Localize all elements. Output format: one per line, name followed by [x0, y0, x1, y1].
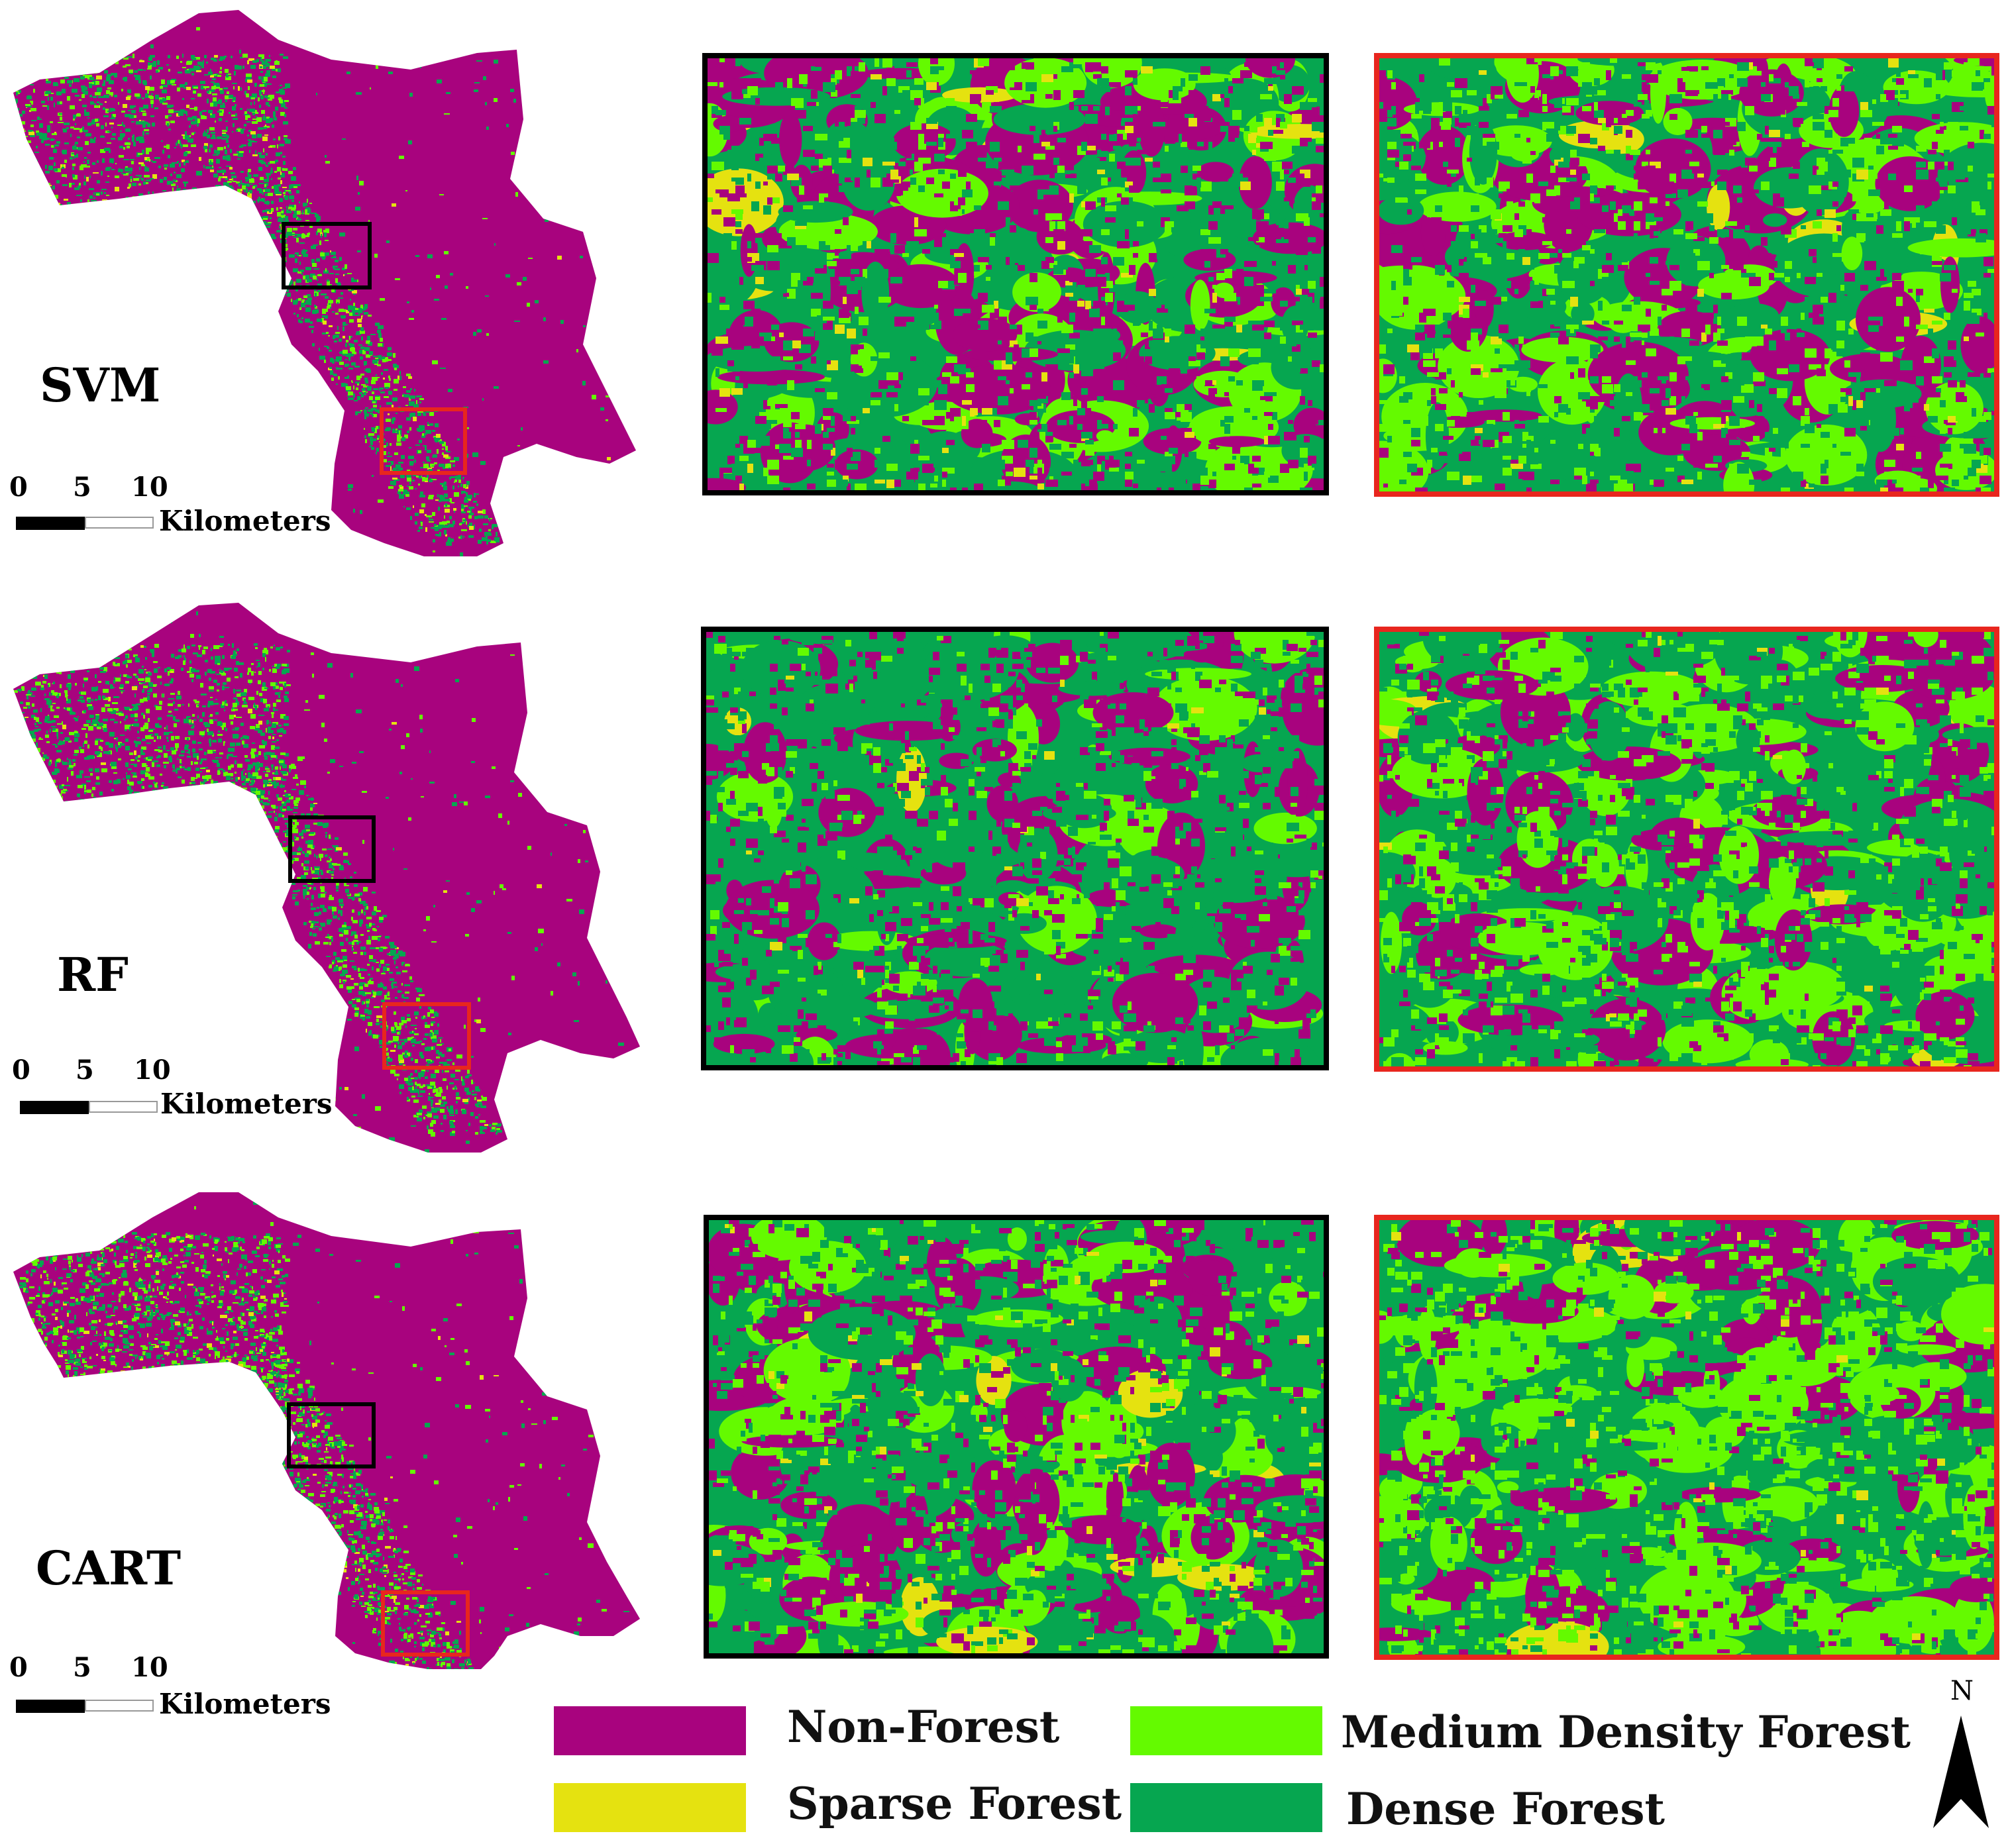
legend-swatch-sparse-forest — [554, 1783, 746, 1832]
black-extent-box — [282, 222, 372, 289]
map-row-svm: SVM 0 5 10 Kilometers — [0, 0, 2010, 583]
inset-map — [709, 1220, 1324, 1653]
north-label: N — [1950, 1676, 1974, 1706]
legend-label-sparse-forest: Sparse Forest — [787, 1778, 1122, 1829]
legend-swatch-dense-forest — [1130, 1783, 1322, 1832]
inset-red-rf — [1374, 627, 1999, 1072]
red-extent-box — [380, 407, 467, 475]
scale-tick-10: 10 — [131, 472, 168, 503]
scale-tick-5: 5 — [73, 1652, 91, 1683]
inset-red-cart — [1374, 1215, 1999, 1660]
scale-tick-10: 10 — [131, 1652, 168, 1683]
method-label: CART — [36, 1541, 182, 1596]
red-extent-box — [382, 1002, 471, 1070]
red-extent-box — [381, 1590, 470, 1657]
legend-label-medium-density-forest: Medium Density Forest — [1341, 1706, 1911, 1758]
study-area-map — [13, 603, 640, 1153]
legend-swatch-medium-density-forest — [1130, 1706, 1322, 1755]
inset-map — [706, 632, 1324, 1065]
method-label: RF — [57, 947, 129, 1002]
scale-tick-0: 0 — [12, 1054, 30, 1086]
scale-tick-0: 0 — [9, 1652, 28, 1683]
study-area-map — [13, 1192, 640, 1669]
legend-swatch-non-forest — [554, 1706, 746, 1755]
method-label: SVM — [40, 358, 161, 413]
inset-map — [708, 58, 1324, 490]
scale-tick-0: 0 — [9, 472, 28, 503]
map-row-rf: RF 0 5 10 Kilometers — [0, 590, 2010, 1172]
inset-map — [1379, 632, 1994, 1066]
black-extent-box — [287, 1402, 376, 1468]
scale-tick-5: 5 — [76, 1054, 94, 1086]
legend-label-dense-forest: Dense Forest — [1346, 1783, 1666, 1835]
scale-tick-10: 10 — [134, 1054, 171, 1086]
inset-black-svm — [702, 53, 1329, 495]
scale-unit: Kilometers — [160, 1088, 333, 1120]
scale-tick-5: 5 — [73, 472, 91, 503]
inset-black-cart — [704, 1215, 1329, 1659]
inset-red-svm — [1374, 53, 1999, 497]
black-extent-box — [288, 815, 376, 883]
study-area-map — [13, 10, 636, 556]
inset-map — [1379, 1220, 1994, 1655]
inset-black-rf — [701, 627, 1329, 1070]
scale-unit: Kilometers — [159, 1688, 331, 1720]
map-row-cart: CART 0 — [0, 1179, 2010, 1683]
north-arrow-icon — [1933, 1716, 1989, 1828]
legend-label-non-forest: Non-Forest — [787, 1701, 1060, 1753]
inset-map — [1379, 58, 1994, 491]
scale-unit: Kilometers — [159, 505, 331, 537]
